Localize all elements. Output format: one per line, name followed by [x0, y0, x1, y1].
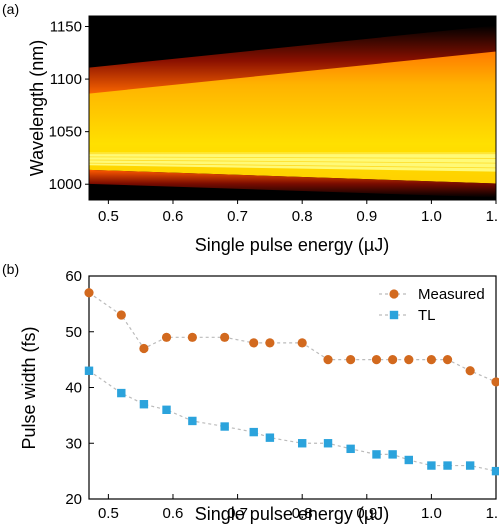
data-point-measured	[84, 288, 94, 298]
data-point-tl	[188, 416, 197, 426]
legend-marker-circle	[389, 289, 399, 299]
data-point-measured	[426, 355, 436, 365]
scatter-x-tick-label: 0.9	[356, 505, 377, 522]
heatmap-y-tick-label: 1050	[49, 124, 82, 141]
scatter-y-tick-label: 50	[65, 324, 82, 341]
spectrum-lower-edge	[89, 169, 496, 198]
series-line-tl	[88, 370, 497, 472]
heatmap-x-tick-label: 0.9	[356, 208, 377, 225]
heatmap-x-tick-label: 0.6	[163, 208, 184, 225]
data-point-measured	[139, 343, 149, 354]
spectrum-upper-edge	[89, 25, 496, 96]
data-point-tl	[139, 400, 149, 409]
spectrum-fringe	[89, 159, 496, 164]
data-point-tl	[404, 455, 413, 465]
spectrum-fringe	[89, 156, 496, 159]
data-point-measured	[323, 355, 333, 365]
data-point-measured	[249, 338, 259, 348]
data-point-measured	[161, 332, 172, 342]
heatmap-x-tick-label: 1.0	[421, 208, 442, 225]
data-point-tl	[117, 388, 126, 398]
data-point-tl	[84, 366, 94, 375]
scatter-x-tick-label: 0.6	[163, 505, 184, 522]
data-point-tl	[346, 444, 355, 454]
heatmap-x-tick-label: 0.5	[98, 208, 119, 225]
data-point-measured	[388, 355, 398, 365]
data-point-measured	[442, 355, 453, 365]
data-point-tl	[491, 466, 499, 476]
scatter-x-tick-label: 1.1	[486, 505, 499, 522]
legend: Measured TL	[379, 286, 485, 324]
data-point-tl	[443, 461, 452, 470]
data-point-measured	[265, 338, 275, 348]
scatter-x-tick-label: 0.8	[292, 505, 313, 522]
heatmap-x-tick-label: 0.7	[227, 208, 248, 225]
scatter-x-tick-label: 1.0	[421, 505, 442, 522]
data-point-measured	[220, 332, 230, 342]
data-point-tl	[220, 422, 229, 431]
scatter-x-tick-label: 0.7	[227, 505, 248, 522]
scatter-series	[84, 288, 499, 476]
data-point-measured	[346, 355, 356, 365]
panel-a-label: (a)	[2, 1, 19, 17]
spectrum-core	[89, 51, 496, 184]
data-point-tl	[465, 461, 475, 470]
data-point-measured	[297, 338, 307, 348]
legend-marker-square	[389, 310, 399, 320]
heatmap-y-tick-label: 1000	[49, 176, 82, 193]
heatmap-y-tick-label: 1150	[50, 19, 82, 36]
panel-b-label: (b)	[2, 261, 19, 277]
data-point-tl	[388, 450, 397, 459]
data-point-measured	[465, 366, 475, 376]
data-point-measured	[371, 355, 382, 365]
heatmap-x-axis-label: Single pulse energy (µJ)	[195, 235, 389, 255]
scatter-x-axis-label: Single pulse energy (µJ)	[195, 504, 389, 524]
data-point-tl	[323, 439, 333, 448]
legend-label-tl: TL	[418, 307, 436, 324]
data-point-tl	[297, 439, 307, 448]
scatter-x-tick-label: 0.5	[98, 505, 119, 522]
scatter-y-tick-label: 40	[65, 380, 82, 397]
heatmap-frame	[88, 15, 497, 201]
spectrum-fringe	[89, 162, 496, 169]
heatmap-x-tick-label: 1.1	[486, 208, 499, 225]
data-point-measured	[116, 310, 126, 320]
heatmap-y-tick-label: 1100	[50, 71, 82, 88]
data-point-tl	[162, 405, 171, 414]
data-point-measured	[404, 355, 414, 365]
axes-b: 0.5 0.6 0.7 0.8 0.9 1.0 1.1 20 30 40 50 60	[65, 268, 499, 522]
axes-a: 0.5 0.6 0.7 0.8 0.9 1.0 1.1 1000 1050 1100 1150	[49, 19, 499, 225]
scatter-y-tick-label: 60	[65, 268, 82, 285]
scatter-y-tick-label: 30	[65, 435, 82, 452]
data-point-tl	[249, 427, 258, 437]
heatmap-x-tick-label: 0.8	[292, 208, 313, 225]
data-point-tl	[427, 461, 436, 470]
legend-label-measured: Measured	[418, 286, 485, 303]
heatmap-y-axis-label: Wavelength (nm)	[27, 40, 47, 176]
data-point-tl	[265, 433, 275, 442]
data-point-tl	[372, 450, 381, 459]
data-point-measured	[491, 377, 499, 387]
scatter-y-axis-label: Pulse width (fs)	[19, 326, 39, 449]
heatmap	[89, 16, 496, 200]
data-point-measured	[187, 332, 197, 342]
scatter-y-tick-label: 20	[65, 491, 82, 508]
